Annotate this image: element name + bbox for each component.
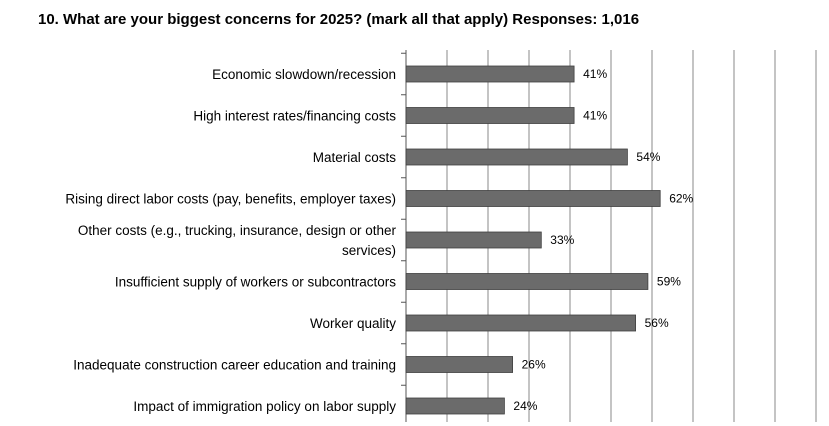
bar xyxy=(405,356,513,373)
value-labels: 41% 41% 54% 62% 33% 59% 56% 26% 24% xyxy=(513,67,693,413)
data-label: 56% xyxy=(645,316,669,330)
bar xyxy=(405,107,575,124)
bar xyxy=(405,231,542,249)
data-label: 24% xyxy=(513,399,537,413)
bar xyxy=(405,190,661,207)
data-label: 41% xyxy=(583,109,607,123)
chart-title: 10. What are your biggest concerns for 2… xyxy=(38,11,640,28)
category-label: Worker quality xyxy=(310,316,396,331)
bar xyxy=(405,314,637,332)
bar xyxy=(405,148,628,166)
category-label: Rising direct labor costs (pay, benefits… xyxy=(65,192,396,207)
category-label: Insufficient supply of workers or subcon… xyxy=(115,275,396,290)
category-labels: Economic slowdown/recession High interest… xyxy=(65,67,396,414)
category-label: High interest rates/financing costs xyxy=(193,109,396,124)
category-label: Economic slowdown/recession xyxy=(212,67,396,82)
data-label: 62% xyxy=(669,192,693,206)
bars xyxy=(405,65,661,415)
category-label: Material costs xyxy=(313,150,397,165)
data-label: 59% xyxy=(657,275,681,289)
data-label: 33% xyxy=(550,233,574,247)
bar xyxy=(405,397,505,415)
data-label: 41% xyxy=(583,67,607,81)
bar xyxy=(405,65,575,83)
category-label: Other costs (e.g., trucking, insurance, … xyxy=(78,223,397,238)
category-label: Impact of immigration policy on labor su… xyxy=(133,399,396,414)
bar xyxy=(405,273,649,290)
category-label: Inadequate construction career education… xyxy=(73,358,396,373)
category-label: services) xyxy=(342,243,396,258)
data-label: 26% xyxy=(522,358,546,372)
data-label: 54% xyxy=(636,150,660,164)
